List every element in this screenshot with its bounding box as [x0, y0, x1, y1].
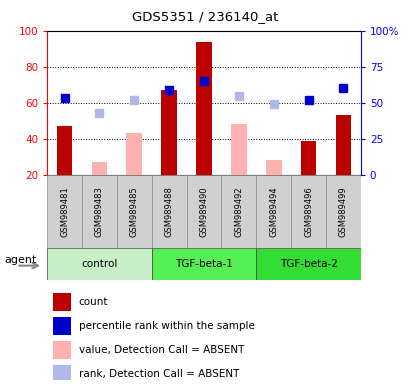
- Bar: [325, 175, 360, 248]
- Text: GSM989494: GSM989494: [269, 186, 277, 237]
- Bar: [53, 293, 70, 311]
- Text: GSM989492: GSM989492: [234, 186, 243, 237]
- Bar: [151, 248, 256, 280]
- Bar: [91, 162, 107, 175]
- Bar: [335, 115, 351, 175]
- Bar: [53, 341, 70, 359]
- Bar: [256, 175, 290, 248]
- Bar: [47, 248, 151, 280]
- Text: TGF-beta-2: TGF-beta-2: [279, 259, 337, 269]
- Text: GSM989499: GSM989499: [338, 186, 347, 237]
- Bar: [82, 175, 117, 248]
- Bar: [221, 175, 256, 248]
- Bar: [196, 41, 211, 175]
- Bar: [186, 175, 221, 248]
- Bar: [53, 365, 70, 383]
- Text: percentile rank within the sample: percentile rank within the sample: [79, 321, 254, 331]
- Text: GDS5351 / 236140_at: GDS5351 / 236140_at: [131, 10, 278, 23]
- Text: GSM989483: GSM989483: [95, 186, 103, 237]
- Text: GSM989485: GSM989485: [130, 186, 138, 237]
- Bar: [290, 175, 325, 248]
- Bar: [161, 90, 177, 175]
- Text: rank, Detection Call = ABSENT: rank, Detection Call = ABSENT: [79, 369, 238, 379]
- Bar: [126, 133, 142, 175]
- Bar: [230, 124, 246, 175]
- Bar: [256, 248, 360, 280]
- Bar: [265, 161, 281, 175]
- Text: GSM989488: GSM989488: [164, 186, 173, 237]
- Bar: [151, 175, 186, 248]
- Text: GSM989496: GSM989496: [303, 186, 312, 237]
- Text: control: control: [81, 259, 117, 269]
- Text: agent: agent: [4, 255, 36, 265]
- Bar: [53, 317, 70, 335]
- Text: GSM989490: GSM989490: [199, 186, 208, 237]
- Text: value, Detection Call = ABSENT: value, Detection Call = ABSENT: [79, 345, 243, 355]
- Text: count: count: [79, 297, 108, 307]
- Bar: [117, 175, 151, 248]
- Bar: [300, 141, 316, 175]
- Text: GSM989481: GSM989481: [60, 186, 69, 237]
- Text: TGF-beta-1: TGF-beta-1: [175, 259, 232, 269]
- Bar: [56, 126, 72, 175]
- Bar: [47, 175, 82, 248]
